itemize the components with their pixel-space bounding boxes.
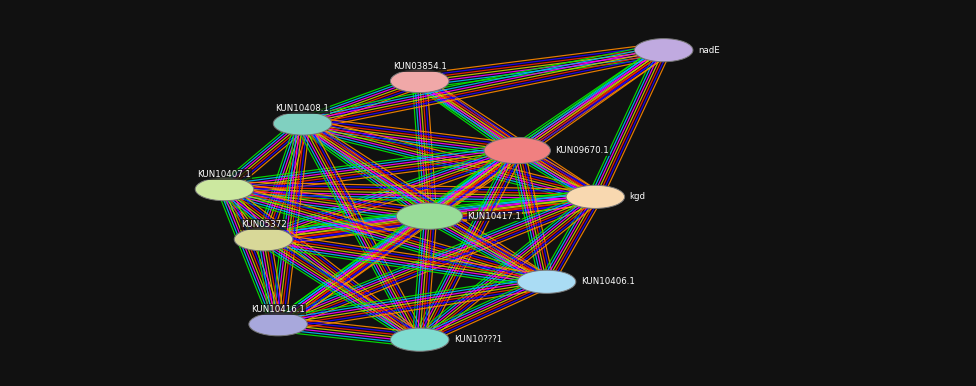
Circle shape	[390, 69, 449, 93]
Text: nadE: nadE	[698, 46, 719, 55]
Text: KUN10417.1: KUN10417.1	[468, 212, 521, 221]
Circle shape	[390, 328, 449, 351]
Circle shape	[566, 185, 625, 208]
Text: KUN03854.1: KUN03854.1	[392, 62, 447, 71]
Text: KUN10408.1: KUN10408.1	[275, 104, 330, 113]
Circle shape	[634, 39, 693, 62]
Text: KUN10406.1: KUN10406.1	[581, 277, 634, 286]
Circle shape	[396, 203, 463, 229]
Circle shape	[273, 112, 332, 135]
Text: KUN09670.1: KUN09670.1	[555, 146, 609, 155]
Text: KUN05372: KUN05372	[241, 220, 286, 229]
Text: KUN10???1: KUN10???1	[454, 335, 502, 344]
Circle shape	[484, 137, 550, 164]
Text: KUN10416.1: KUN10416.1	[251, 305, 305, 314]
Circle shape	[517, 270, 576, 293]
Text: KUN10407.1: KUN10407.1	[197, 170, 252, 179]
Text: kgd: kgd	[630, 192, 645, 201]
Circle shape	[195, 178, 254, 201]
Circle shape	[249, 313, 307, 336]
Circle shape	[234, 228, 293, 251]
